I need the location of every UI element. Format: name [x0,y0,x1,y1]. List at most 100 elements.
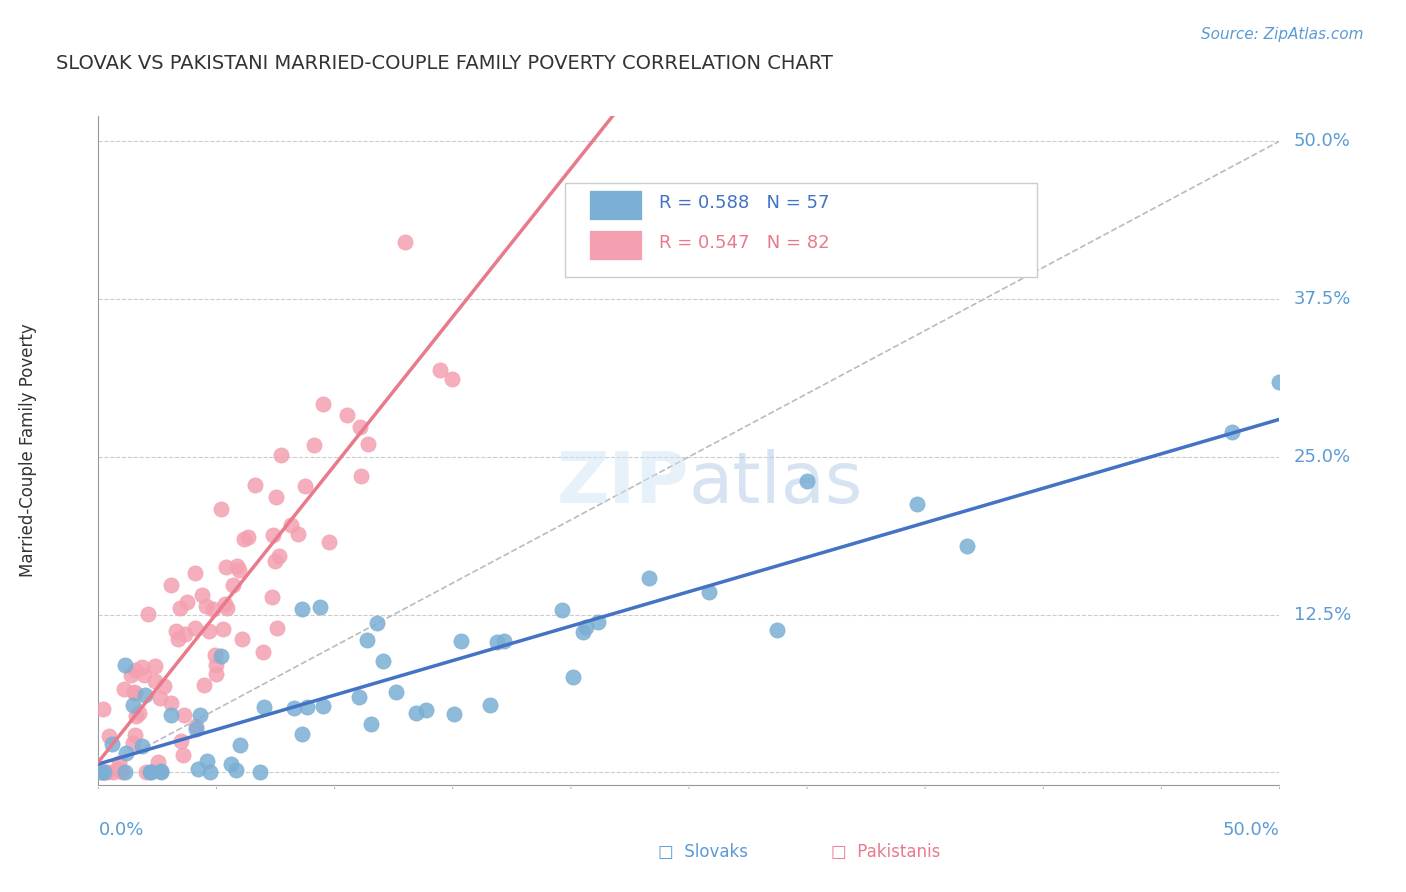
Point [291,602,314,616]
Point [114,765,136,780]
Point [366,616,388,631]
Point [262,527,284,541]
Point [211,622,233,636]
Point [150,765,173,780]
Point [479,698,502,713]
Point [956,539,979,553]
Point [297,699,319,714]
Point [347,690,370,704]
Point [101,765,124,780]
Point [149,691,172,706]
Point [385,684,408,698]
Point [201,602,224,616]
Text: 37.5%: 37.5% [1294,290,1351,308]
Point [357,437,380,451]
Point [551,603,574,617]
Point [160,578,183,592]
Point [231,632,253,646]
Point [217,601,239,615]
Point [394,235,416,250]
Point [228,563,250,577]
Point [588,615,610,630]
Point [124,663,146,677]
Point [124,686,146,700]
Point [450,633,472,648]
Point [1220,425,1243,439]
Point [93,765,115,780]
Point [195,599,218,613]
Point [143,658,166,673]
Point [283,701,305,715]
Point [267,549,290,563]
Point [139,765,162,780]
Point [197,754,219,768]
Point [492,634,515,648]
Point [575,620,598,634]
Text: 50.0%: 50.0% [1223,821,1279,838]
Point [93,765,115,780]
Point [796,475,818,489]
Point [190,588,212,602]
Point [485,634,508,648]
Text: 50.0%: 50.0% [1294,132,1350,150]
Point [249,765,271,780]
Point [209,502,232,516]
Point [205,666,228,681]
Point [184,719,207,733]
Point [115,746,138,760]
Point [138,607,160,622]
Point [205,658,228,673]
Point [214,597,236,611]
Text: R = 0.547   N = 82: R = 0.547 N = 82 [659,234,830,252]
Point [132,667,155,681]
Point [188,708,211,723]
Point [108,756,131,771]
Point [253,700,276,714]
Point [159,707,181,722]
Point [169,601,191,615]
Point [318,535,340,549]
Point [120,667,142,681]
Text: SLOVAK VS PAKISTANI MARRIED-COUPLE FAMILY POVERTY CORRELATION CHART: SLOVAK VS PAKISTANI MARRIED-COUPLE FAMIL… [56,54,834,72]
Point [262,590,284,604]
Point [232,532,254,546]
Point [193,678,215,692]
Point [415,703,437,717]
Text: □  Slovaks: □ Slovaks [658,843,748,861]
Point [371,654,394,668]
Point [135,765,157,780]
Point [238,531,260,545]
Bar [589,190,641,219]
Point [176,595,198,609]
Point [572,624,595,639]
Point [134,688,156,702]
Point [697,585,720,599]
Point [173,708,195,723]
Point [266,621,288,635]
Point [264,490,287,504]
Point [243,478,266,492]
Point [287,526,309,541]
Point [309,600,332,615]
Text: 25.0%: 25.0% [1294,448,1351,466]
Point [146,755,169,769]
Point [101,737,124,751]
Text: ZIP: ZIP [557,450,689,518]
Text: 0.0%: 0.0% [98,821,143,838]
Point [291,727,314,741]
Point [270,448,292,462]
Point [183,566,205,580]
Text: □  Pakistanis: □ Pakistanis [831,843,941,861]
Point [1268,375,1291,389]
Point [252,645,274,659]
Point [336,408,359,422]
Point [122,737,145,751]
Point [90,765,112,780]
Point [111,765,134,780]
Point [160,696,183,710]
Point [219,757,242,772]
Point [124,728,146,742]
Text: Married-Couple Family Poverty: Married-Couple Family Poverty [20,324,37,577]
Point [186,723,208,737]
Point [91,701,114,715]
